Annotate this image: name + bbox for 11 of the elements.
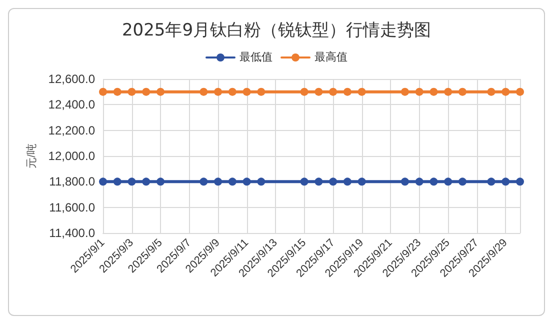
y-axis-title: 元/吨: [24, 143, 38, 169]
y-tick-label: 12,200.0: [48, 123, 96, 138]
y-tick-label: 12,400.0: [48, 98, 96, 112]
legend-label: 最低值: [240, 52, 272, 64]
y-tick-label: 12,000.0: [48, 149, 96, 163]
y-tick-label: 11,800.0: [49, 174, 96, 189]
y-tick-label: 11,400.0: [49, 226, 96, 240]
y-tick-label: 12,600.0: [48, 72, 96, 86]
legend-label: 最高值: [314, 50, 348, 64]
y-tick-label: 11,600.0: [49, 200, 96, 214]
chart-title: 2025年9月钛白粉（锐钛型）行情走势图: [122, 20, 432, 40]
